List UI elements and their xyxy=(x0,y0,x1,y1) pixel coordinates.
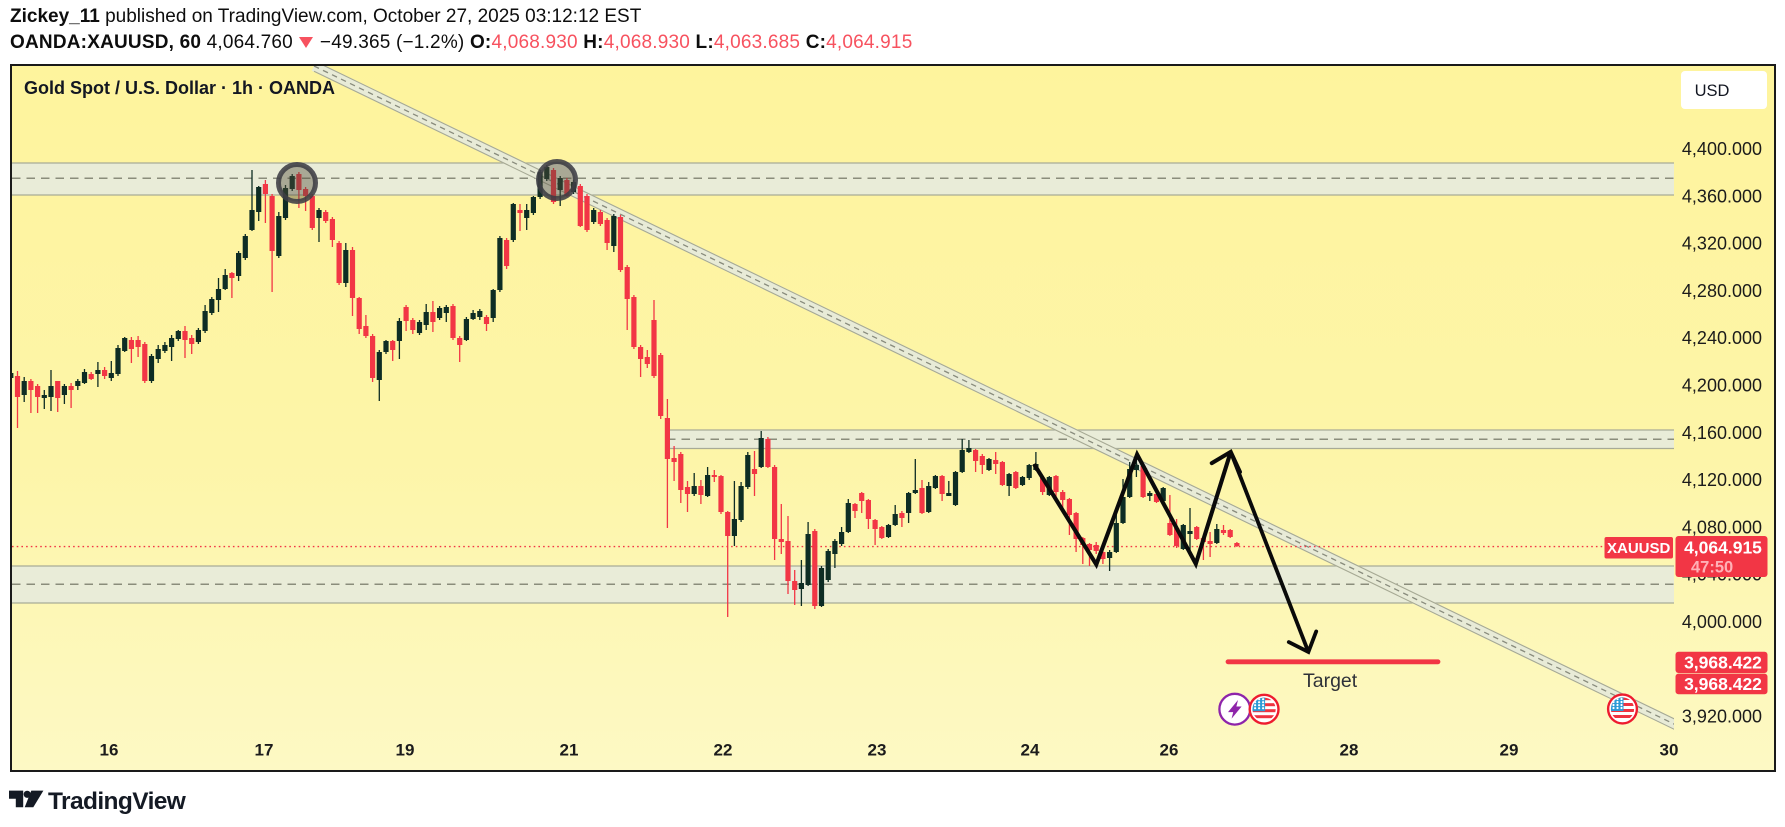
svg-text:4,120.000: 4,120.000 xyxy=(1682,470,1762,490)
svg-text:30: 30 xyxy=(1660,740,1679,759)
svg-text:4,240.000: 4,240.000 xyxy=(1682,328,1762,348)
svg-text:4,280.000: 4,280.000 xyxy=(1682,281,1762,301)
svg-text:29: 29 xyxy=(1500,740,1519,759)
svg-text:4,000.000: 4,000.000 xyxy=(1682,612,1762,632)
svg-text:4,360.000: 4,360.000 xyxy=(1682,186,1762,206)
svg-text:4,080.000: 4,080.000 xyxy=(1682,517,1762,537)
svg-text:4,320.000: 4,320.000 xyxy=(1682,234,1762,254)
svg-text:23: 23 xyxy=(868,740,887,759)
svg-text:19: 19 xyxy=(396,740,415,759)
svg-text:21: 21 xyxy=(560,740,579,759)
svg-text:4,160.000: 4,160.000 xyxy=(1682,423,1762,443)
svg-text:3,968.422: 3,968.422 xyxy=(1684,674,1762,694)
svg-text:16: 16 xyxy=(100,740,119,759)
svg-text:22: 22 xyxy=(714,740,733,759)
svg-text:3,920.000: 3,920.000 xyxy=(1682,707,1762,727)
svg-text:Target: Target xyxy=(1303,670,1358,692)
svg-text:47:50: 47:50 xyxy=(1691,558,1733,576)
svg-text:4,064.915: 4,064.915 xyxy=(1684,538,1762,558)
svg-text:17: 17 xyxy=(255,740,274,759)
svg-text:24: 24 xyxy=(1021,740,1040,759)
svg-text:4,400.000: 4,400.000 xyxy=(1682,139,1762,159)
svg-text:3,968.422: 3,968.422 xyxy=(1684,653,1762,673)
svg-text:28: 28 xyxy=(1340,740,1359,759)
svg-text:XAUUSD: XAUUSD xyxy=(1607,540,1671,557)
svg-text:4,200.000: 4,200.000 xyxy=(1682,376,1762,396)
svg-text:26: 26 xyxy=(1160,740,1179,759)
svg-text:USD: USD xyxy=(1695,82,1730,100)
